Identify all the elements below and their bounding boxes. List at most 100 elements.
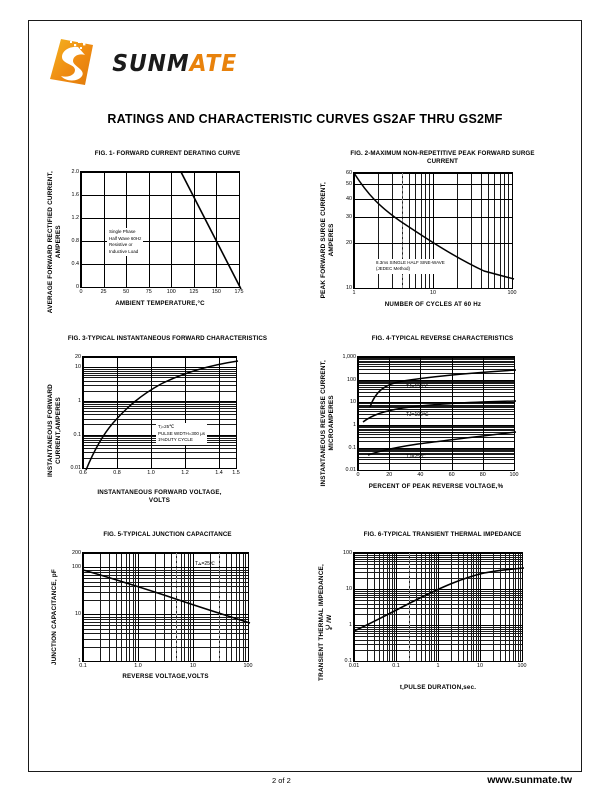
grid-line (358, 372, 514, 374)
grid-line (83, 372, 236, 374)
grid-line (138, 553, 139, 662)
grid-line (358, 358, 514, 360)
grid-line (83, 581, 248, 583)
grid-line (245, 553, 247, 662)
grid-line (480, 172, 482, 288)
grid-line (83, 591, 248, 593)
grid-line (83, 614, 248, 616)
figure-title: FIG. 4-TYPICAL REVERSE CHARACTERISTICS (371, 335, 514, 343)
grid-line (377, 172, 379, 288)
grid-line (358, 431, 514, 433)
grid-line (116, 553, 118, 662)
grid-line (81, 218, 239, 219)
grid-line (358, 369, 514, 371)
grid-line (358, 451, 514, 453)
grid-line (193, 553, 194, 662)
grid-line (209, 553, 211, 662)
y-axis-tick: 1.6 (71, 192, 80, 198)
grid-line (219, 357, 220, 469)
x-axis-tick: 10 (430, 289, 436, 296)
y-axis-tick: 40 (346, 195, 352, 202)
x-axis-tick: 50 (123, 289, 130, 295)
grid-line (83, 577, 248, 579)
x-axis-label: INSTANTANEOUS FORWARD VOLTAGE, VOLTS (97, 489, 222, 505)
page-footer: 2 of 2 www.sunmate.tw (0, 774, 610, 792)
x-axis-tick: 25 (100, 289, 107, 295)
grid-line (354, 553, 355, 662)
grid-line (83, 357, 84, 469)
grid-line (379, 553, 381, 662)
grid-line (83, 418, 236, 420)
grid-line (103, 172, 105, 287)
brand-name-tail: ATE (189, 51, 238, 77)
grid-line (433, 553, 435, 662)
grid-line (366, 553, 368, 662)
y-axis-tick: 1,000 (342, 354, 357, 361)
x-axis-tick: 1.4 (215, 470, 223, 477)
grid-line (451, 357, 453, 471)
grid-line (374, 553, 376, 662)
grid-line (83, 618, 248, 620)
grid-line (83, 368, 236, 370)
y-axis-tick: 20 (75, 354, 81, 361)
grid-line (83, 444, 236, 446)
grid-line (389, 357, 391, 471)
plot-area: TJ=150℃ TJ=100℃ TJ=25℃ 0.01 0.1 1 10 100 1,00… (343, 354, 519, 478)
grid-line (226, 553, 228, 662)
grid-line (83, 574, 248, 576)
y-axis-tick: 20 (346, 240, 352, 247)
grid-line (109, 553, 111, 662)
grid-line (83, 553, 248, 555)
page-title: RATINGS AND CHARACTERISTIC CURVES GS2AF … (107, 112, 503, 126)
x-axis-tick: 0.1 (79, 663, 87, 670)
grid-line (83, 411, 236, 413)
grid-line (470, 553, 472, 662)
y-axis-label: INSTANTANEOUS FORWARD CURRENT,AMPERES (47, 384, 62, 478)
grid-line (83, 647, 248, 649)
grid-line (190, 553, 192, 662)
grid-line (151, 357, 152, 469)
grid-line (83, 616, 248, 618)
grid-line (358, 405, 514, 407)
grid-line (83, 586, 248, 588)
grid-line (83, 553, 84, 662)
grid-line (81, 172, 239, 173)
x-axis-tick: 125 (189, 289, 199, 295)
y-axis-tick: 0.8 (71, 238, 80, 244)
grid-line (148, 172, 150, 287)
grid-line (514, 357, 515, 471)
figure-fig4: FIG. 4-TYPICAL REVERSE CHARACTERISTICS I… (305, 335, 580, 505)
grid-line (517, 553, 519, 662)
brand-name-main: SUNM (112, 51, 190, 77)
figure-annotation: Single Phase Half Wave 60Hz Resistive or… (107, 228, 144, 257)
grid-line (425, 553, 427, 662)
grid-line (185, 357, 186, 469)
grid-line (358, 380, 514, 382)
grid-line (492, 553, 494, 662)
grid-line (239, 172, 240, 287)
y-axis-tick: 30 (346, 214, 352, 221)
x-axis-tick: 10 (477, 663, 483, 670)
grid-line (429, 172, 431, 288)
grid-line (431, 553, 433, 662)
grid-line (389, 553, 391, 662)
grid-line (83, 370, 236, 372)
grid-line (231, 553, 233, 662)
grid-line (391, 172, 393, 288)
x-axis-tick: 40 (417, 472, 424, 479)
grid-line (358, 409, 514, 411)
y-axis-tick: 1 (353, 422, 356, 428)
grid-line (488, 172, 490, 288)
grid-line (164, 553, 166, 662)
grid-line (83, 404, 236, 406)
grid-line (358, 430, 514, 432)
grid-line (83, 380, 236, 382)
y-axis-tick: 100 (347, 376, 356, 383)
grid-line (416, 553, 418, 662)
x-axis-tick: 75 (145, 289, 152, 295)
grid-line (354, 172, 355, 288)
grid-line (358, 414, 514, 416)
grid-line (358, 454, 514, 456)
grid-line (83, 468, 236, 470)
grid-line (409, 172, 411, 288)
